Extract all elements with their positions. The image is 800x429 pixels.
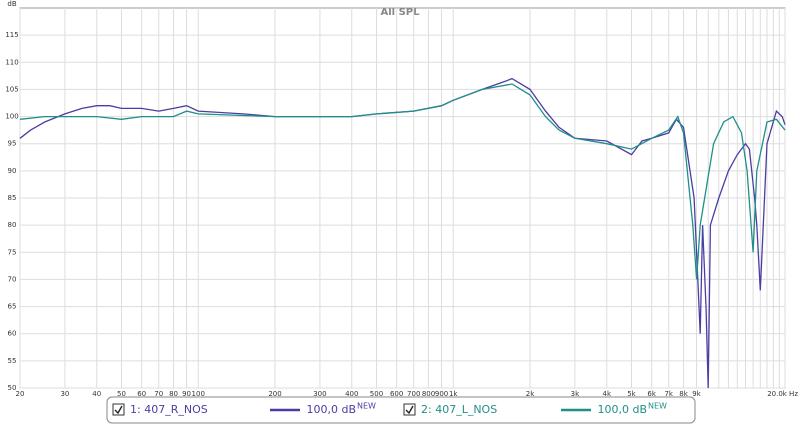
y-tick-label: 100 — [5, 113, 18, 121]
x-tick-label: 900 — [435, 390, 448, 398]
legend-level: 100,0 dB — [597, 403, 647, 416]
x-tick-label: 300 — [313, 390, 326, 398]
x-tick-label: 2k — [526, 390, 535, 398]
x-tick-label: 70 — [154, 390, 163, 398]
legend — [106, 396, 696, 424]
x-tick-label: 20 — [16, 390, 25, 398]
x-tick-label: 90 — [182, 390, 191, 398]
chart-title: All SPL — [381, 7, 421, 18]
y-tick-label: 85 — [8, 194, 17, 202]
x-tick-label: 9k — [692, 390, 701, 398]
x-tick-label: 30 — [60, 390, 69, 398]
x-tick-label: 400 — [345, 390, 358, 398]
y-tick-label: 50 — [8, 384, 17, 392]
legend-badge: NEW — [357, 402, 376, 411]
x-tick-label: 4k — [603, 390, 612, 398]
grid — [19, 8, 786, 389]
legend-label: 1: 407_R_NOS — [130, 403, 208, 416]
y-tick-label: 55 — [8, 357, 17, 365]
legend-badge: NEW — [648, 402, 667, 411]
y-tick-label: 65 — [8, 303, 17, 311]
x-tick-label: 20.0k Hz — [767, 390, 798, 398]
x-tick-label: 6k — [647, 390, 656, 398]
x-tick-label: 600 — [390, 390, 403, 398]
x-tick-label: 200 — [268, 390, 281, 398]
x-tick-label: 700 — [407, 390, 420, 398]
y-tick-label: 115 — [5, 31, 18, 39]
x-tick-label: 1k — [449, 390, 458, 398]
series-line — [19, 77, 786, 389]
y-tick-label: 70 — [8, 275, 17, 283]
y-tick-label: 60 — [8, 330, 17, 338]
x-tick-label: 3k — [571, 390, 580, 398]
x-tick-label: 100 — [192, 390, 205, 398]
legend-label: 2: 407_L_NOS — [421, 403, 497, 416]
y-axis-label: dB — [7, 0, 16, 8]
x-tick-label: 60 — [137, 390, 146, 398]
x-tick-label: 7k — [664, 390, 673, 398]
x-tick-label: 5k — [627, 390, 636, 398]
y-tick-label: 90 — [8, 167, 17, 175]
x-tick-label: 8k — [679, 390, 688, 398]
y-tick-label: 95 — [8, 140, 17, 148]
legend-checkbox[interactable] — [403, 403, 416, 416]
y-tick-label: 105 — [5, 85, 18, 93]
legend-level: 100,0 dB — [306, 403, 356, 416]
x-tick-label: 50 — [117, 390, 126, 398]
x-tick-label: 80 — [169, 390, 178, 398]
y-tick-label: 110 — [5, 58, 18, 66]
x-tick-label: 500 — [370, 390, 383, 398]
x-tick-label: 40 — [92, 390, 101, 398]
legend-checkbox[interactable] — [112, 403, 125, 416]
series-line — [19, 83, 786, 280]
checkmark — [114, 405, 123, 415]
y-tick-label: 75 — [8, 248, 17, 256]
x-tick-label: 800 — [422, 390, 435, 398]
checkmark — [405, 405, 414, 415]
y-tick-label: 80 — [8, 221, 17, 229]
